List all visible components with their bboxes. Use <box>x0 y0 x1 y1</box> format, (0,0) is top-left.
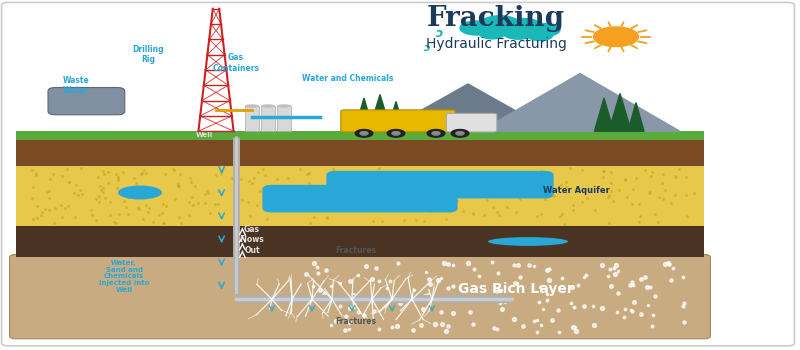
Text: ɔ: ɔ <box>434 27 442 40</box>
Circle shape <box>387 130 405 137</box>
Text: Well: Well <box>195 132 213 138</box>
Bar <box>245 106 259 131</box>
Text: Hydraulic Fracturing: Hydraulic Fracturing <box>426 37 566 51</box>
Bar <box>16 226 704 257</box>
Circle shape <box>531 23 560 36</box>
Polygon shape <box>628 103 644 131</box>
FancyBboxPatch shape <box>326 171 554 198</box>
Text: Water Aquifer: Water Aquifer <box>542 186 610 195</box>
Polygon shape <box>384 84 552 131</box>
Ellipse shape <box>261 104 275 108</box>
FancyBboxPatch shape <box>10 254 710 339</box>
Text: Drilling
Rig: Drilling Rig <box>132 44 164 64</box>
Polygon shape <box>594 98 614 131</box>
Ellipse shape <box>277 104 291 108</box>
FancyBboxPatch shape <box>262 185 458 212</box>
Circle shape <box>502 25 534 39</box>
FancyBboxPatch shape <box>341 110 455 132</box>
Ellipse shape <box>488 237 568 246</box>
Text: Gas Rich Layer: Gas Rich Layer <box>458 282 574 296</box>
Circle shape <box>506 19 542 34</box>
Polygon shape <box>369 94 391 131</box>
Bar <box>277 106 291 131</box>
Polygon shape <box>480 74 680 131</box>
Text: Water and Chemicals: Water and Chemicals <box>302 74 394 83</box>
Circle shape <box>594 27 638 47</box>
Text: Fractures: Fractures <box>335 317 377 327</box>
Bar <box>261 106 275 131</box>
Circle shape <box>432 132 440 135</box>
Circle shape <box>480 16 520 33</box>
Circle shape <box>355 130 373 137</box>
Circle shape <box>456 132 464 135</box>
Text: Waste
Water: Waste Water <box>62 76 90 96</box>
Polygon shape <box>354 98 374 131</box>
FancyBboxPatch shape <box>446 113 497 132</box>
Polygon shape <box>387 102 405 131</box>
Circle shape <box>392 132 400 135</box>
Circle shape <box>460 21 492 35</box>
Text: Fractures: Fractures <box>335 246 377 255</box>
Bar <box>16 140 704 166</box>
Text: Gas
Flows
Out: Gas Flows Out <box>240 225 264 255</box>
Polygon shape <box>609 93 631 131</box>
Bar <box>16 131 704 140</box>
Circle shape <box>451 130 469 137</box>
FancyBboxPatch shape <box>48 88 125 115</box>
Ellipse shape <box>118 186 162 199</box>
Circle shape <box>427 130 445 137</box>
Text: Gas
Containers: Gas Containers <box>213 53 259 73</box>
Bar <box>16 166 704 226</box>
Circle shape <box>527 29 553 41</box>
Circle shape <box>479 28 505 39</box>
Circle shape <box>360 132 368 135</box>
Text: ɔ: ɔ <box>423 43 430 53</box>
Text: Water,
Sand and
Chemicals
Injected into
Well: Water, Sand and Chemicals Injected into … <box>98 259 150 294</box>
Text: Fracking: Fracking <box>427 5 565 32</box>
Ellipse shape <box>245 104 259 108</box>
